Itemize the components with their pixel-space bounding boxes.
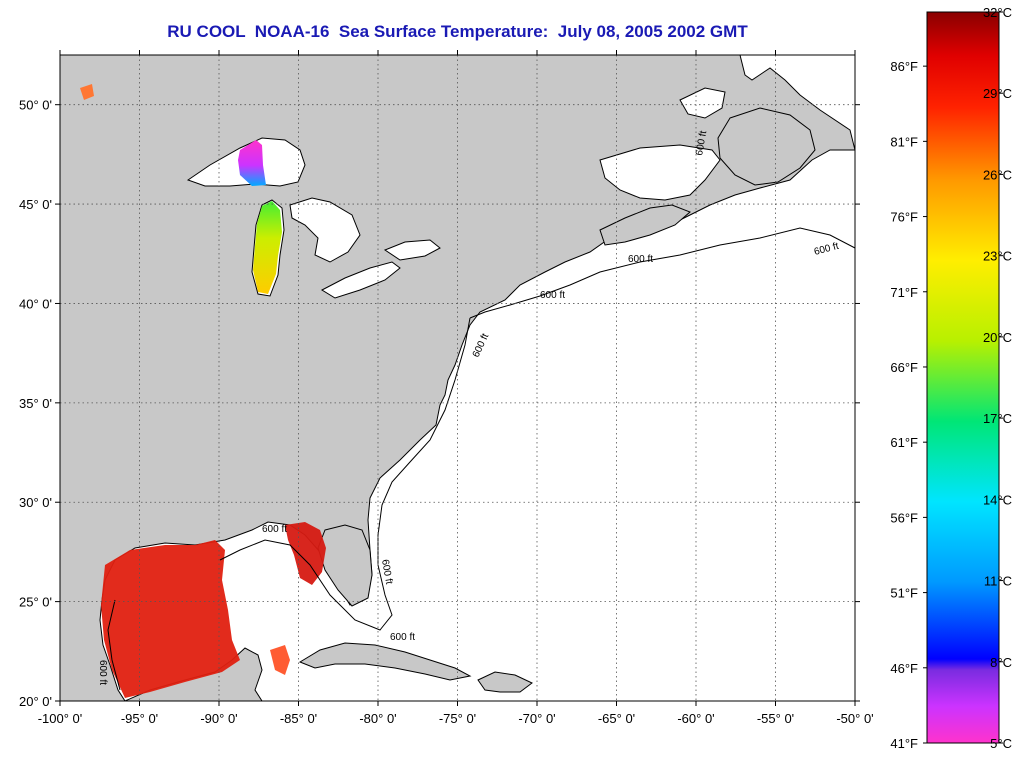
lat-tick-label: 50° 0': [19, 98, 52, 113]
lat-tick-label: 40° 0': [19, 296, 52, 311]
colorbar-c-label: 32°C: [983, 5, 1012, 20]
longitude-axis: -100° 0' -95° 0' -90° 0' -85° 0' -80° 0' -75°…: [38, 50, 874, 726]
colorbar-f-label: 66°F: [890, 360, 918, 375]
sst-yucatan-patch: [270, 645, 290, 675]
lon-tick-label: -90° 0': [200, 711, 237, 726]
lake-ontario: [383, 239, 441, 261]
sst-gulf-east: [285, 522, 326, 585]
colorbar-f-label: 51°F: [890, 586, 918, 601]
lon-tick-label: -60° 0': [677, 711, 714, 726]
colorbar-f-label: 41°F: [890, 736, 918, 751]
colorbar-f-label: 86°F: [890, 59, 918, 74]
gulf-st-lawrence: [599, 144, 721, 201]
lon-tick-label: -50° 0': [836, 711, 873, 726]
latitude-axis: 20° 0' 25° 0' 30° 0' 35° 0' 40° 0' 45° 0' 50° …: [19, 98, 860, 709]
lat-tick-label: 20° 0': [19, 694, 52, 709]
lake-huron: [289, 197, 361, 263]
sst-lake-michigan: [253, 201, 282, 294]
colorbar-c-label: 14°C: [983, 492, 1012, 507]
graticule: [60, 55, 855, 701]
colorbar-f-label: 71°F: [890, 285, 918, 300]
lon-tick-label: -55° 0': [757, 711, 794, 726]
colorbar: [926, 11, 1000, 744]
colorbar-c-label: 26°C: [983, 167, 1012, 182]
colorbar-c-label: 8°C: [990, 655, 1012, 670]
shelf-contour-600ft-south: [219, 317, 471, 631]
lake-erie: [320, 261, 401, 299]
contour-label: 600 ft: [694, 130, 709, 157]
colorbar-f-label: 61°F: [890, 435, 918, 450]
contour-label: 600 ft: [628, 254, 653, 265]
newfoundland: [717, 107, 816, 186]
lon-tick-label: -70° 0': [518, 711, 555, 726]
lat-tick-label: 25° 0': [19, 595, 52, 610]
colorbar-f-label: 46°F: [890, 661, 918, 676]
colorbar-f-label: 81°F: [890, 134, 918, 149]
nova-scotia: [599, 204, 691, 246]
map-layers: [60, 55, 855, 701]
contour-label: 600 ft: [540, 290, 565, 301]
sst-small-lake: [80, 84, 94, 100]
colorbar-celsius-labels: 5°C 8°C 11°C 14°C 17°C 20°C 23°C 26°C 29°C 32°C: [983, 5, 1012, 751]
contour-label: 600 ft: [97, 660, 108, 685]
hispaniola: [477, 671, 533, 693]
colorbar-c-label: 11°C: [984, 574, 1012, 589]
lat-tick-label: 35° 0': [19, 396, 52, 411]
sst-lake-superior: [238, 140, 266, 186]
colorbar-c-label: 23°C: [983, 249, 1012, 264]
colorbar-c-label: 17°C: [983, 411, 1012, 426]
sst-gulf-west: [101, 540, 240, 698]
lat-tick-label: 30° 0': [19, 495, 52, 510]
lon-tick-label: -80° 0': [359, 711, 396, 726]
colorbar-c-label: 20°C: [983, 330, 1012, 345]
shelf-contour-600ft-gulf: [107, 599, 121, 691]
colorbar-fahrenheit-labels: 41°F 46°F 51°F 56°F 61°F 66°F 71°F 76°F 81°F 86°F: [890, 59, 927, 751]
contour-label: 600 ft: [379, 559, 394, 586]
lon-tick-label: -95° 0': [121, 711, 158, 726]
contour-label: 600 ft: [390, 632, 415, 643]
lon-tick-label: -85° 0': [280, 711, 317, 726]
lon-tick-label: -100° 0': [38, 711, 83, 726]
colorbar-c-label: 29°C: [983, 86, 1012, 101]
colorbar-f-label: 56°F: [890, 510, 918, 525]
lon-tick-label: -75° 0': [439, 711, 476, 726]
colorbar-f-label: 76°F: [890, 210, 918, 225]
lat-tick-label: 45° 0': [19, 197, 52, 212]
colorbar-c-label: 5°C: [990, 736, 1012, 751]
shelf-contour-600ft: [469, 227, 855, 319]
contour-label: 600 ft: [262, 524, 287, 535]
map-title: RU COOL NOAA-16 Sea Surface Temperature:…: [167, 22, 748, 41]
hudson-strait-water: [679, 87, 726, 119]
cuba: [298, 642, 472, 681]
lon-tick-label: -65° 0': [598, 711, 635, 726]
